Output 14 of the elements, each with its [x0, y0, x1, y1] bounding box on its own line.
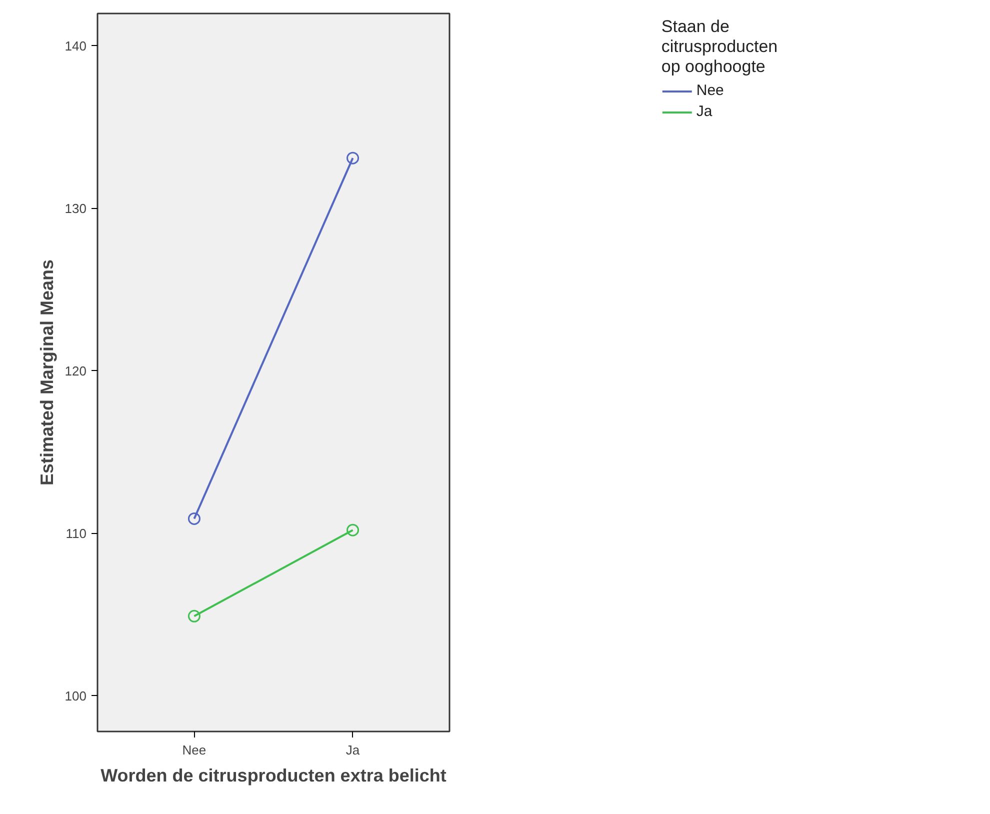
y-axis-title: Estimated Marginal Means: [36, 259, 57, 486]
y-tick-label: 140: [64, 38, 87, 54]
y-tick-label: 100: [64, 688, 87, 704]
x-axis-title: Worden de citrusproducten extra belicht: [100, 766, 446, 786]
y-tick-label: 130: [64, 200, 87, 216]
legend-title: Staan de citrusproducten op ooghoogte: [661, 17, 778, 77]
point: [188, 610, 200, 622]
legend-label: Nee: [696, 82, 724, 99]
point: [346, 152, 360, 164]
y-tick-label: 110: [66, 526, 87, 541]
legend-label: Ja: [696, 103, 714, 120]
point: [188, 512, 200, 525]
point: [346, 524, 360, 536]
y-tick-label: 120: [64, 363, 87, 378]
